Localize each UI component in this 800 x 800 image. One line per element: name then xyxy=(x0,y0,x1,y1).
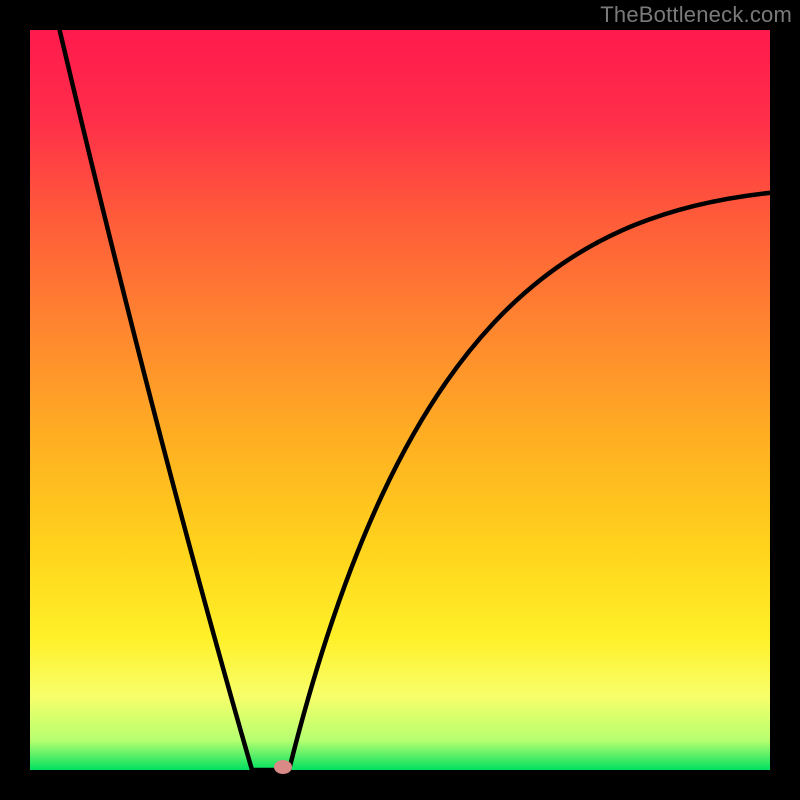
chart-container: TheBottleneck.com xyxy=(0,0,800,800)
curve-path xyxy=(60,30,770,770)
watermark-text: TheBottleneck.com xyxy=(600,2,792,28)
plot-area xyxy=(30,30,770,770)
minimum-marker-icon xyxy=(274,760,292,774)
bottleneck-curve xyxy=(30,30,770,770)
